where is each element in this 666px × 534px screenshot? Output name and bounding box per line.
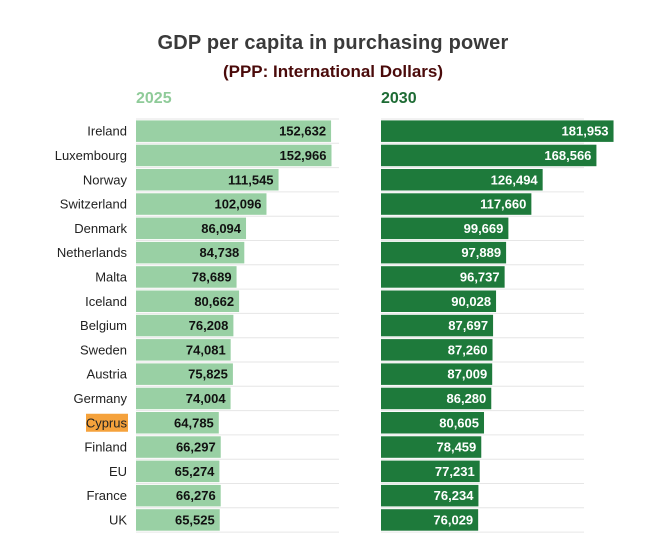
panel-label-2030: 2030 <box>381 90 417 107</box>
bar-2030 <box>381 144 597 167</box>
category-label: Sweden <box>80 342 127 357</box>
bar-2025 <box>136 412 219 434</box>
category-label: Finland <box>84 440 127 455</box>
data-label-2030: 181,953 <box>562 124 609 139</box>
category-label: Switzerland <box>60 197 127 212</box>
bar-2030 <box>381 363 493 385</box>
category-label: Iceland <box>85 294 127 309</box>
bar-2030 <box>381 169 543 191</box>
bar-2025 <box>136 363 233 385</box>
bar-2030 <box>381 460 480 483</box>
category-label: Austria <box>87 367 128 382</box>
category-label: Belgium <box>80 318 127 333</box>
category-label: Denmark <box>74 221 127 236</box>
data-label-2025: 76,208 <box>189 318 229 333</box>
data-label-2030: 80,605 <box>439 415 479 430</box>
data-label-2025: 74,081 <box>186 342 226 357</box>
bar-2025 <box>136 144 332 167</box>
chart-title: GDP per capita in purchasing power <box>157 32 509 54</box>
bar-2030 <box>381 484 479 507</box>
data-label-2030: 168,566 <box>544 148 591 163</box>
category-label: Netherlands <box>57 245 128 260</box>
category-label: Cyprus <box>86 415 128 430</box>
data-label-2025: 102,096 <box>214 197 261 212</box>
data-label-2030: 126,494 <box>491 172 539 187</box>
data-label-2025: 111,545 <box>228 172 274 187</box>
data-label-2025: 66,297 <box>176 440 216 455</box>
bar-2025 <box>136 314 234 337</box>
data-label-2025: 80,662 <box>194 294 234 309</box>
data-label-2025: 86,094 <box>201 221 242 236</box>
data-label-2030: 77,231 <box>435 464 475 479</box>
data-label-2030: 87,697 <box>448 318 488 333</box>
bar-2030 <box>381 387 492 410</box>
data-label-2025: 64,785 <box>174 415 214 430</box>
bar-2030 <box>381 290 497 312</box>
bar-2030 <box>381 412 485 434</box>
category-label: Luxembourg <box>55 148 127 163</box>
bar-2030 <box>381 509 479 531</box>
category-label: Germany <box>74 391 128 406</box>
data-label-2025: 152,966 <box>279 148 326 163</box>
bar-2025 <box>136 339 231 361</box>
category-label: France <box>87 488 127 503</box>
data-label-2030: 90,028 <box>451 294 491 309</box>
bar-2025 <box>136 120 332 142</box>
bar-2030 <box>381 436 482 458</box>
data-label-2030: 87,260 <box>448 342 488 357</box>
bar-2025 <box>136 266 237 288</box>
chart-subtitle: (PPP: International Dollars) <box>222 62 444 81</box>
data-label-2025: 84,738 <box>200 245 240 260</box>
data-label-2025: 152,632 <box>279 124 326 139</box>
bar-2025 <box>136 484 221 507</box>
data-label-2030: 76,029 <box>433 512 473 527</box>
bar-2030 <box>381 193 532 215</box>
bar-2025 <box>136 217 247 240</box>
bar-2030 <box>381 266 505 288</box>
bar-2025 <box>136 509 220 531</box>
bar-2025 <box>136 193 267 215</box>
data-label-2030: 96,737 <box>460 269 500 284</box>
data-label-2030: 76,234 <box>434 488 475 503</box>
bar-2025 <box>136 290 240 312</box>
data-label-2030: 97,889 <box>461 245 501 260</box>
data-label-2025: 66,276 <box>176 488 216 503</box>
data-label-2030: 78,459 <box>437 440 477 455</box>
bar-2025 <box>136 169 279 191</box>
bar-2030 <box>381 120 614 142</box>
data-label-2030: 117,660 <box>480 197 526 212</box>
data-label-2025: 74,004 <box>186 391 227 406</box>
data-label-2025: 65,525 <box>175 512 215 527</box>
bar-2030 <box>381 241 507 264</box>
data-label-2025: 78,689 <box>192 269 232 284</box>
category-label: EU <box>109 464 127 479</box>
bar-2025 <box>136 241 245 264</box>
category-label: Ireland <box>87 124 127 139</box>
data-label-2030: 99,669 <box>464 221 504 236</box>
data-label-2030: 87,009 <box>447 367 487 382</box>
bar-2025 <box>136 387 231 410</box>
data-label-2025: 75,825 <box>188 367 228 382</box>
data-label-2025: 65,274 <box>175 464 216 479</box>
category-label: Norway <box>83 172 128 187</box>
category-label: Malta <box>95 269 128 284</box>
bar-2030 <box>381 314 494 337</box>
bar-2030 <box>381 339 493 361</box>
bar-2025 <box>136 436 221 458</box>
category-label: UK <box>109 512 127 527</box>
highlight-badge <box>86 413 128 432</box>
data-label-2030: 86,280 <box>447 391 487 406</box>
bar-2025 <box>136 460 220 483</box>
panel-label-2025: 2025 <box>136 90 172 107</box>
bar-2030 <box>381 217 509 240</box>
